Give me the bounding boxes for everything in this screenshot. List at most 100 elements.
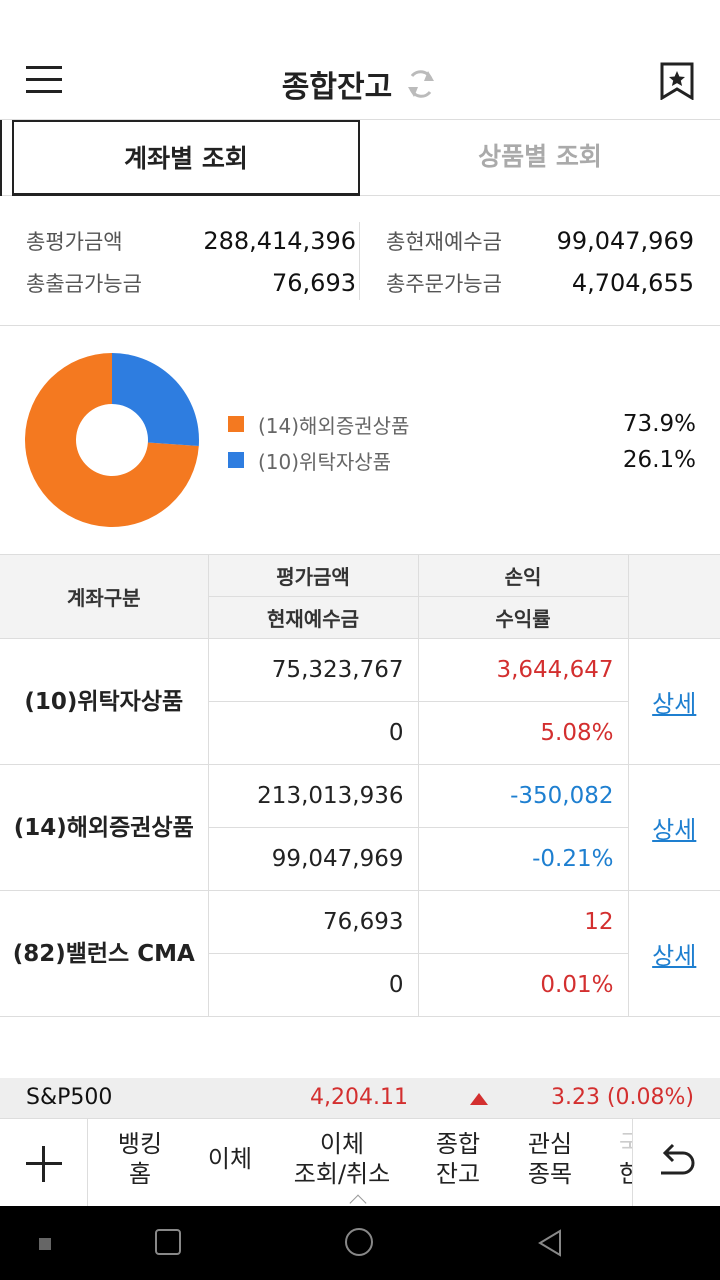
nav-item-transfer[interactable]: 이체	[204, 1144, 256, 1174]
col-header-account: 계좌구분	[0, 554, 209, 639]
nav-item-total-balance[interactable]: 종합 잔고	[432, 1129, 484, 1189]
nav-item-transfer-history[interactable]: 이체 조회/취소	[288, 1129, 396, 1189]
nav-item-line2: 조회/취소	[293, 1160, 391, 1188]
table-row: 0 0.01%	[0, 953, 720, 1017]
account-name: (82)밸런스 CMA	[0, 890, 209, 1017]
page-title: 종합잔고	[0, 62, 720, 106]
donut-slice	[112, 353, 199, 447]
detail-cell: 상세	[627, 638, 720, 765]
legend-percent: 26.1%	[622, 447, 696, 473]
total-eval-value: 288,414,396	[203, 227, 356, 255]
nav-items-scroll: 뱅킹 홈 이체 이체 조회/취소 종합 잔고 관심 종목 국 한	[88, 1119, 632, 1207]
menu-dot-icon[interactable]	[39, 1238, 51, 1250]
nav-item-partial[interactable]: 국 한	[606, 1129, 632, 1189]
table-row: 0 5.08%	[0, 701, 720, 765]
total-deposit-value: 99,047,969	[556, 227, 694, 255]
home-icon[interactable]	[345, 1228, 373, 1256]
bookmark-star-icon[interactable]	[660, 62, 694, 100]
nav-item-line1: 관심	[527, 1130, 573, 1158]
back-button[interactable]	[632, 1119, 720, 1207]
table-row: (82)밸런스 CMA 76,693 12 상세	[0, 890, 720, 1017]
allocation-chart-area: (14)해외증권상품 73.9% (10)위탁자상품 26.1%	[0, 326, 720, 554]
ticker-price: 4,204.11	[310, 1085, 408, 1110]
table-row: (10)위탁자상품 75,323,767 3,644,647 상세	[0, 638, 720, 765]
col-header-empty	[627, 554, 720, 639]
orderable-value: 4,704,655	[571, 269, 694, 297]
nav-item-line2: 홈	[128, 1160, 152, 1188]
legend-swatch	[228, 416, 244, 432]
legend-percent: 73.9%	[622, 411, 696, 437]
detail-cell: 상세	[627, 764, 720, 891]
account-table: 계좌구분 평가금액 손익 현재예수금 수익률 (10)위탁자상품 75,323,…	[0, 554, 720, 1017]
account-name: (14)해외증권상품	[0, 764, 209, 891]
chart-legend: (14)해외증권상품 73.9% (10)위탁자상품 26.1%	[228, 406, 696, 478]
legend-swatch	[228, 452, 244, 468]
col-header-return-rate: 수익률	[417, 596, 628, 639]
profit-value: 3,644,647	[417, 638, 629, 702]
undo-arrow-icon	[661, 1143, 695, 1175]
add-menu-plus-icon[interactable]	[0, 1119, 88, 1207]
nav-item-line1: 이체	[207, 1145, 253, 1173]
nav-item-line2: 종목	[527, 1160, 573, 1188]
detail-link[interactable]: 상세	[652, 816, 697, 844]
nav-item-line1: 뱅킹	[117, 1130, 163, 1158]
app-header: 종합잔고	[0, 40, 720, 120]
return-rate: -0.21%	[417, 827, 628, 891]
eval-amount: 75,323,767	[207, 638, 419, 702]
summary-row-deposit: 총현재예수금 99,047,969	[386, 220, 694, 262]
summary-row-total-eval: 총평가금액 288,414,396	[26, 220, 356, 262]
legend-item: (14)해외증권상품 73.9%	[228, 406, 696, 442]
ticker-change: 3.23 (0.08%)	[550, 1085, 694, 1110]
nav-item-line1: 종합	[435, 1130, 481, 1158]
back-triangle-icon[interactable]	[536, 1228, 564, 1258]
summary-divider	[359, 222, 360, 300]
page-title-text: 종합잔고	[281, 70, 393, 105]
view-tabs: 계좌별 조회 상품별 조회	[0, 120, 720, 196]
legend-label: (10)위탁자상품	[258, 449, 392, 474]
nav-item-line1: 이체	[319, 1130, 365, 1158]
balance-summary: 총평가금액 288,414,396 총출금가능금 76,693 총현재예수금 9…	[0, 196, 720, 326]
refresh-icon[interactable]	[404, 67, 438, 101]
profit-value: 12	[417, 890, 629, 954]
withdrawable-label: 총출금가능금	[26, 272, 142, 296]
deposit-value: 0	[208, 953, 419, 1017]
ticker-index-name: S&P500	[26, 1085, 113, 1110]
col-header-deposit: 현재예수금	[208, 596, 419, 639]
deposit-value: 99,047,969	[208, 827, 419, 891]
nav-item-line1: 국	[618, 1130, 632, 1158]
detail-link[interactable]: 상세	[652, 942, 697, 970]
market-ticker[interactable]: S&P500 4,204.11 3.23 (0.08%)	[0, 1078, 720, 1118]
nav-item-line2: 잔고	[435, 1160, 481, 1188]
summary-left-column: 총평가금액 288,414,396 총출금가능금 76,693	[26, 220, 356, 304]
eval-amount: 213,013,936	[207, 764, 419, 828]
allocation-donut-chart	[24, 353, 199, 527]
return-rate: 0.01%	[417, 953, 628, 1017]
up-arrow-icon	[470, 1093, 488, 1105]
nav-item-watchlist[interactable]: 관심 종목	[524, 1129, 576, 1189]
orderable-label: 총주문가능금	[386, 272, 502, 296]
total-eval-label: 총평가금액	[26, 230, 123, 254]
withdrawable-value: 76,693	[272, 269, 356, 297]
summary-right-column: 총현재예수금 99,047,969 총주문가능금 4,704,655	[386, 220, 694, 304]
recent-apps-icon[interactable]	[155, 1229, 181, 1255]
col-header-profit: 손익	[417, 554, 629, 597]
tab-by-product[interactable]: 상품별 조회	[478, 142, 602, 171]
return-rate: 5.08%	[417, 701, 628, 765]
detail-link[interactable]: 상세	[652, 690, 697, 718]
eval-amount: 76,693	[207, 890, 419, 954]
total-deposit-label: 총현재예수금	[386, 230, 502, 254]
hamburger-menu-icon[interactable]	[26, 66, 62, 94]
tab-by-account[interactable]: 계좌별 조회	[0, 120, 360, 196]
bottom-nav-bar: 뱅킹 홈 이체 이체 조회/취소 종합 잔고 관심 종목 국 한	[0, 1118, 720, 1212]
nav-item-banking-home[interactable]: 뱅킹 홈	[116, 1129, 164, 1189]
donut-slice	[24, 353, 199, 527]
system-nav-bar	[0, 1206, 720, 1280]
nav-item-line2: 한	[618, 1160, 632, 1188]
summary-row-orderable: 총주문가능금 4,704,655	[386, 262, 694, 304]
account-name: (10)위탁자상품	[0, 638, 209, 765]
deposit-value: 0	[208, 701, 419, 765]
col-header-eval-amount: 평가금액	[207, 554, 419, 597]
summary-row-withdrawable: 총출금가능금 76,693	[26, 262, 356, 304]
legend-label: (14)해외증권상품	[258, 413, 410, 438]
profit-value: -350,082	[417, 764, 629, 828]
